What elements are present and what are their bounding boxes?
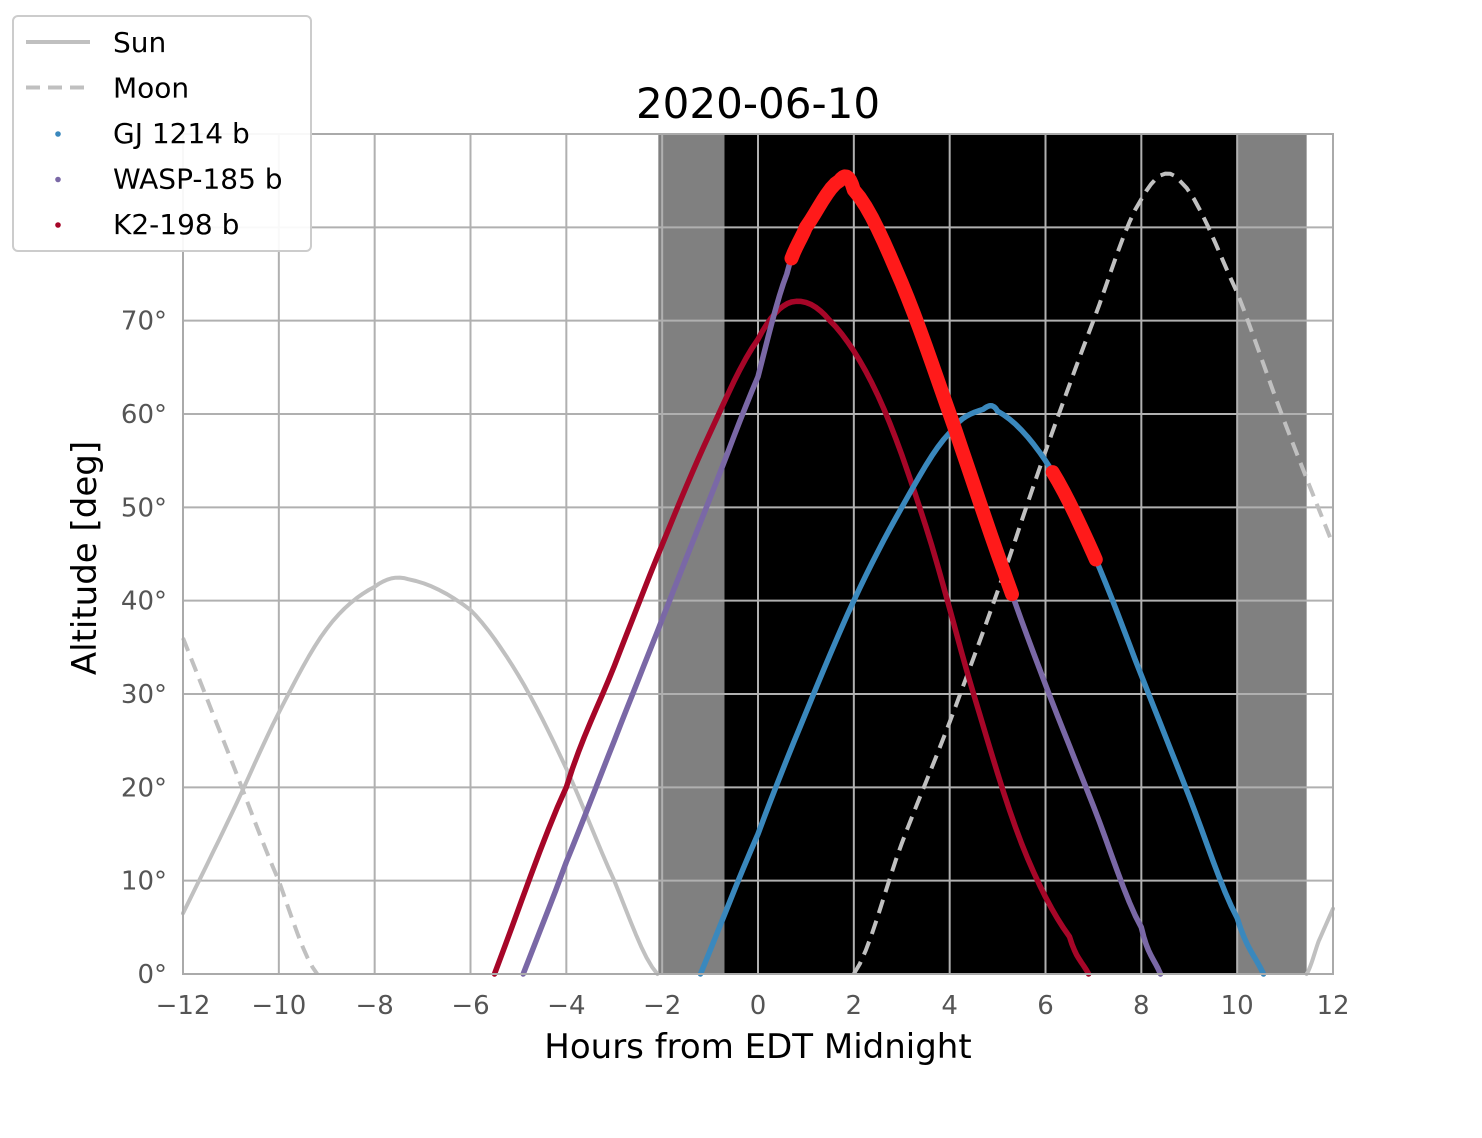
legend-label: Sun (113, 26, 166, 59)
y-axis-label: Altitude [deg] (65, 441, 105, 675)
series-line-gj-1214-b (697, 402, 1267, 977)
legend-box (12, 15, 312, 252)
legend-label: GJ 1214 b (113, 117, 250, 150)
highlight-wasp-185-b (784, 169, 1019, 602)
chart-title: 2020-06-10 (636, 79, 880, 128)
x-tick-label: 6 (1037, 991, 1054, 1021)
band-twilight-0 (658, 134, 725, 974)
legend-marker (55, 131, 61, 137)
x-tick-label: −12 (156, 991, 211, 1021)
x-tick-label: −8 (356, 991, 394, 1021)
y-tick-label: 10° (121, 867, 167, 897)
legend-label: WASP-185 b (113, 163, 283, 196)
x-tick-label: 10 (1221, 991, 1254, 1021)
y-tick-label: 20° (121, 773, 167, 803)
legend-label: K2-198 b (113, 208, 239, 241)
x-axis-label: Hours from EDT Midnight (544, 1027, 971, 1067)
twilight-bands (658, 134, 1307, 974)
y-tick-label: 30° (121, 680, 167, 710)
series-line-moon (181, 171, 1335, 976)
legend-label: Moon (113, 72, 189, 105)
x-tick-label: −10 (251, 991, 306, 1021)
band-night-1 (724, 134, 1238, 974)
y-tick-label: 50° (121, 493, 167, 523)
y-tick-label: 70° (121, 307, 167, 337)
y-tick-label: 40° (121, 587, 167, 617)
legend-marker (55, 176, 61, 183)
x-tick-label: 12 (1316, 991, 1349, 1021)
legend: Sun Moon GJ 1214 b WASP-185 b K2-198 b (12, 15, 312, 252)
x-tick-label: 8 (1133, 991, 1150, 1021)
y-tick-label: 0° (137, 960, 167, 990)
y-tick-labels: 0° 10° 20° 30° 40° 50° 60° 70° (121, 307, 167, 990)
x-tick-label: 0 (750, 991, 767, 1021)
x-tick-label: −6 (451, 991, 489, 1021)
x-tick-label: 4 (941, 991, 958, 1021)
band-twilight-2 (1237, 134, 1307, 974)
x-tick-label: −2 (643, 991, 681, 1021)
x-tick-label: 2 (846, 991, 863, 1021)
legend-marker (55, 222, 61, 228)
series-line-sun (181, 575, 1335, 976)
series-line-k2-198-b (491, 298, 1092, 977)
observable-highlights (784, 169, 1103, 602)
highlight-gj-1214-b (1045, 465, 1103, 567)
x-tick-labels: −12 −10 −8 −6 −4 −2 0 2 4 6 8 10 12 (156, 991, 1350, 1021)
y-tick-label: 60° (121, 400, 167, 430)
plot-frame (182, 133, 1334, 975)
x-tick-label: −4 (547, 991, 585, 1021)
